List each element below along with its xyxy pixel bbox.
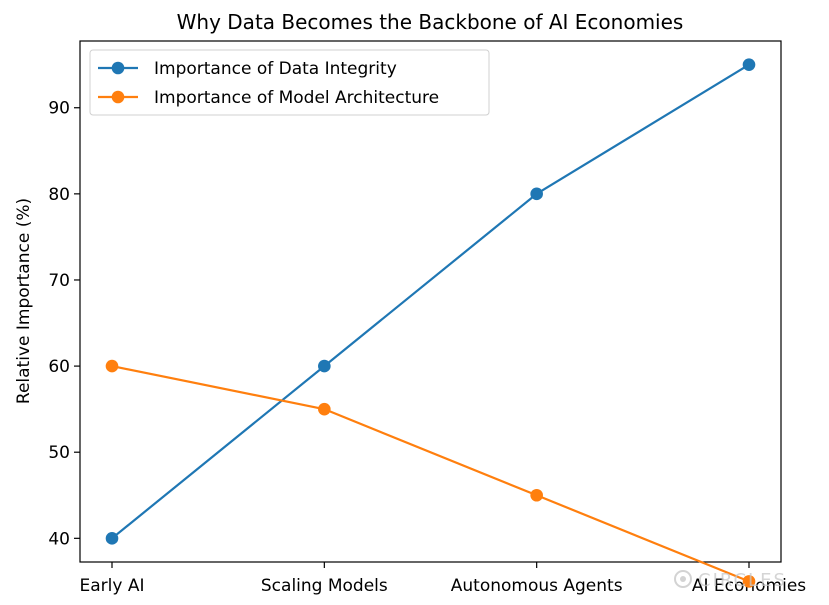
- y-tick-label: 40: [48, 529, 70, 549]
- y-axis: 40 50 60 70 80 90: [48, 99, 80, 549]
- data-point: [742, 575, 756, 588]
- y-tick-label: 80: [48, 185, 70, 205]
- legend-entry: Importance of Model Architecture: [98, 88, 439, 108]
- plot-frame: [79, 40, 782, 563]
- y-tick-label: 70: [48, 271, 70, 291]
- data-point: [530, 488, 543, 502]
- circles-logo-icon: [674, 570, 692, 588]
- legend-label: Importance of Model Architecture: [154, 88, 439, 108]
- legend-marker: [111, 61, 125, 75]
- y-tick-label: 60: [48, 357, 70, 377]
- x-tick-label: Early AI: [80, 576, 145, 596]
- legend-marker: [111, 90, 125, 104]
- series-line: [111, 365, 750, 583]
- y-axis-label: Relative Importance (%): [14, 198, 34, 404]
- data-point: [742, 58, 756, 71]
- chart-title: Why Data Becomes the Backbone of AI Econ…: [177, 10, 684, 34]
- series-1: [105, 58, 756, 545]
- data-point: [318, 359, 331, 373]
- watermark: CIRCLES: [674, 570, 787, 591]
- legend-label: Importance of Data Integrity: [154, 59, 397, 79]
- legend: Importance of Data Integrity Importance o…: [89, 49, 490, 116]
- watermark-text: CIRCLES: [698, 570, 787, 591]
- y-tick-label: 50: [48, 443, 70, 463]
- data-point: [530, 187, 543, 201]
- x-tick-label: Autonomous Agents: [451, 576, 623, 596]
- series-layer: [105, 58, 756, 588]
- plot-area: [79, 40, 782, 563]
- data-point: [318, 402, 331, 416]
- series-2: [105, 359, 756, 588]
- legend-box: [89, 49, 490, 116]
- x-tick-label: Scaling Models: [261, 576, 388, 596]
- y-tick-label: 90: [48, 99, 70, 119]
- data-point: [105, 532, 119, 545]
- data-point: [105, 359, 119, 373]
- series-line: [111, 63, 750, 540]
- legend-entry: Importance of Data Integrity: [98, 59, 397, 79]
- x-axis: Early AI Scaling Models Autonomous Agents A…: [80, 562, 806, 596]
